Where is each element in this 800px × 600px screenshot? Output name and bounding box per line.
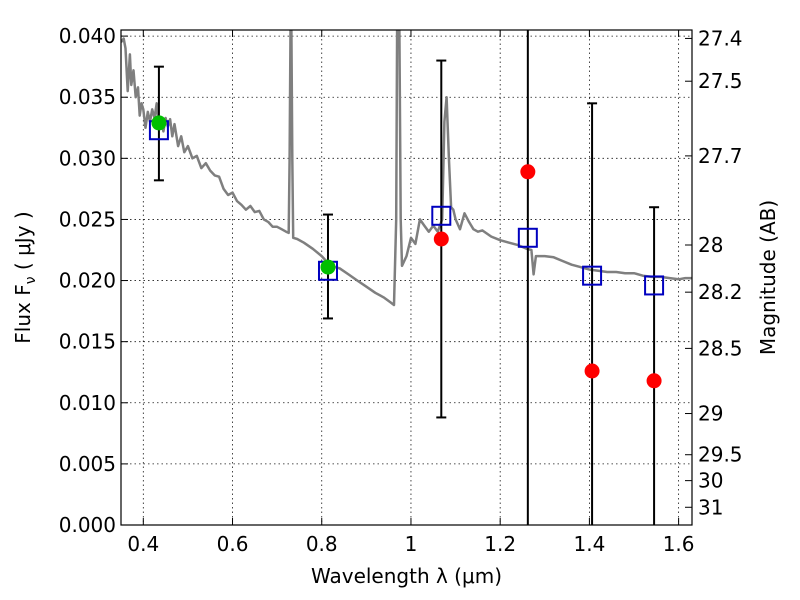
- observed-point: [520, 164, 536, 180]
- right-tick-label: 27.7: [698, 144, 743, 168]
- y-axis-label-unit: ( μJy ): [11, 211, 35, 276]
- y-axis-label-subscript: ν: [23, 276, 39, 284]
- labels-layer: Wavelength λ (μm) Flux Fν ( μJy ) Magnit…: [11, 200, 780, 588]
- x-axis-label: Wavelength λ (μm): [311, 564, 502, 588]
- observed-point: [584, 363, 600, 379]
- y-tick-label: 0.025: [59, 207, 116, 231]
- model-spectrum-layer: [121, 30, 692, 307]
- right-tick-label: 27.4: [698, 26, 743, 50]
- x-tick-label: 1.2: [484, 532, 516, 556]
- x-tick-label: 0.6: [217, 532, 249, 556]
- y-tick-label: 0.000: [59, 513, 116, 537]
- model-photometry-square: [431, 205, 452, 226]
- observed-point: [646, 373, 662, 389]
- model-photometry-square: [644, 275, 665, 296]
- y-tick-label: 0.040: [59, 24, 116, 48]
- plot-frame: [120, 29, 693, 526]
- observed-point: [320, 259, 336, 275]
- x-tick-label: 1.4: [573, 532, 605, 556]
- x-tick-label: 1.6: [663, 532, 695, 556]
- right-tick-label: 29: [698, 402, 723, 426]
- y-tick-label: 0.010: [59, 391, 116, 415]
- y-tick-label: 0.015: [59, 330, 116, 354]
- ticks-layer: 0.4 0.6 0.8 1 1.2 1.4 1.6 0.000 0.005 0.010 0.015 0…: [59, 24, 743, 556]
- right-tick-label: 30: [698, 469, 723, 493]
- y-tick-label: 0.020: [59, 269, 116, 293]
- y-axis-label: Flux Fν ( μJy ): [11, 211, 39, 343]
- x-tick-label: 1: [405, 532, 418, 556]
- model-photometry-square: [582, 265, 603, 286]
- y-tick-label: 0.030: [59, 146, 116, 170]
- y-tick-label: 0.035: [59, 85, 116, 109]
- observed-point: [151, 115, 167, 131]
- x-tick-label: 0.4: [127, 532, 159, 556]
- y-axis-right-label: Magnitude (AB): [756, 200, 780, 355]
- y-tick-label: 0.005: [59, 452, 116, 476]
- observed-point: [433, 231, 449, 247]
- right-tick-label: 31: [698, 495, 723, 519]
- model-spectrum-line: [121, 30, 692, 307]
- grid-layer: [121, 30, 692, 526]
- right-tick-label: 28: [698, 233, 723, 257]
- model-photometry-square: [517, 227, 538, 248]
- right-tick-label: 29.5: [698, 443, 743, 467]
- right-tick-label: 28.2: [698, 280, 743, 304]
- model-points-layer: [148, 120, 665, 296]
- y-axis-label-main: Flux F: [11, 284, 35, 343]
- observed-points-layer: [151, 115, 662, 389]
- right-tick-label: 27.5: [698, 69, 743, 93]
- x-tick-label: 0.8: [306, 532, 338, 556]
- right-tick-label: 28.5: [698, 336, 743, 360]
